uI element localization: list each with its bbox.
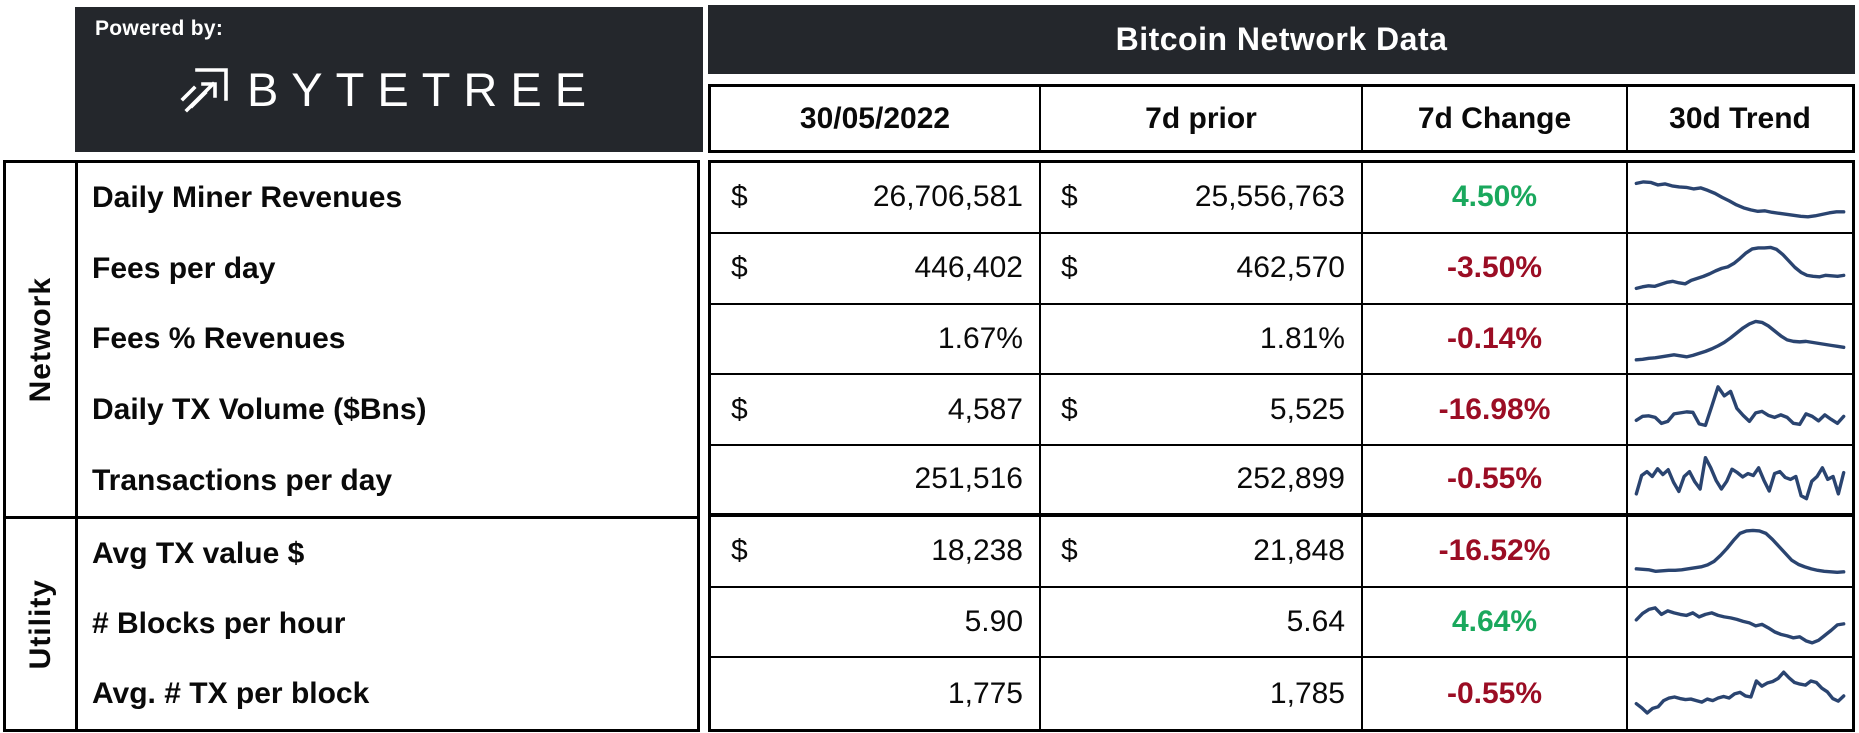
metric-label-table: Network Daily Miner Revenues Fees per day… bbox=[3, 160, 700, 732]
column-header-7d-change: 7d Change bbox=[1363, 87, 1628, 150]
prior-value-cell: $462,570 bbox=[1041, 233, 1363, 303]
group-network-label: Network bbox=[23, 276, 57, 403]
bytetree-logo: BYTETREE bbox=[75, 27, 703, 152]
current-value-cell: $446,402 bbox=[711, 233, 1041, 303]
change-value: -3.50% bbox=[1363, 233, 1628, 303]
change-value: -0.55% bbox=[1363, 658, 1628, 729]
column-header-30d-trend: 30d Trend bbox=[1669, 101, 1811, 135]
metric-label: Avg. # TX per block bbox=[92, 677, 370, 710]
prior-value-cell: $21,848 bbox=[1041, 516, 1363, 586]
current-value-cell: $18,238 bbox=[711, 516, 1041, 586]
prior-value-cell: $25,556,763 bbox=[1041, 163, 1363, 232]
metric-label: Fees % Revenues bbox=[92, 322, 346, 356]
trend-sparkline bbox=[1628, 658, 1852, 729]
column-header-7d-prior: 7d prior bbox=[1041, 87, 1363, 150]
table-title-bar: Bitcoin Network Data bbox=[708, 5, 1855, 74]
trend-sparkline bbox=[1628, 517, 1852, 586]
current-value-cell: 1.67% bbox=[711, 304, 1041, 374]
powered-by-panel: Powered by: BYTETREE bbox=[75, 7, 703, 152]
prior-value: 5.64 bbox=[1286, 604, 1345, 638]
current-value-cell: $4,587 bbox=[711, 375, 1041, 444]
bytetree-logo-text: BYTETREE bbox=[246, 63, 600, 116]
column-header-date: 30/05/2022 bbox=[711, 87, 1041, 150]
change-value: -0.14% bbox=[1363, 304, 1628, 374]
table-row: 1,775 1,785 -0.55% bbox=[711, 658, 1852, 729]
prior-value: 25,556,763 bbox=[1194, 180, 1345, 214]
metric-label: Fees per day bbox=[92, 251, 276, 285]
currency-symbol: $ bbox=[1061, 534, 1078, 568]
change-value: -16.98% bbox=[1363, 375, 1628, 444]
trend-sparkline bbox=[1628, 305, 1852, 374]
table-row: $18,238 $21,848 -16.52% bbox=[711, 516, 1852, 588]
prior-value-cell: 252,899 bbox=[1041, 446, 1363, 513]
group-network-strip: Network bbox=[6, 163, 78, 516]
currency-symbol: $ bbox=[731, 534, 748, 568]
bytetree-arrow-icon bbox=[180, 67, 228, 113]
table-row: 1.67% 1.81% -0.14% bbox=[711, 304, 1852, 376]
prior-value: 1.81% bbox=[1259, 321, 1345, 355]
table-row: $4,587 $5,525 -16.98% bbox=[711, 375, 1852, 446]
prior-value: 5,525 bbox=[1269, 392, 1345, 426]
metric-label: # Blocks per hour bbox=[92, 607, 346, 640]
powered-by-label: Powered by: bbox=[95, 17, 224, 40]
currency-symbol: $ bbox=[731, 392, 748, 426]
prior-value-cell: $5,525 bbox=[1041, 375, 1363, 444]
current-value: 4,587 bbox=[947, 392, 1023, 426]
table-row: 5.90 5.64 4.64% bbox=[711, 587, 1852, 659]
table-row: 251,516 252,899 -0.55% bbox=[711, 446, 1852, 517]
currency-symbol: $ bbox=[731, 180, 748, 214]
column-header-row: 30/05/2022 7d prior 7d Change 30d Trend bbox=[708, 84, 1855, 153]
group-utility-labels: Avg TX value $ # Blocks per hour Avg. # TX… bbox=[78, 519, 697, 729]
prior-value-cell: 1.81% bbox=[1041, 304, 1363, 374]
change-value: 4.50% bbox=[1363, 163, 1628, 232]
prior-value: 1,785 bbox=[1269, 676, 1345, 710]
prior-value-cell: 5.64 bbox=[1041, 587, 1363, 657]
trend-sparkline bbox=[1628, 234, 1852, 303]
group-utility: Utility Avg TX value $ # Blocks per hour A… bbox=[6, 519, 697, 729]
prior-value-cell: 1,785 bbox=[1041, 658, 1363, 729]
trend-sparkline bbox=[1628, 375, 1852, 444]
table-title: Bitcoin Network Data bbox=[1115, 21, 1448, 57]
group-utility-label: Utility bbox=[23, 578, 57, 670]
table-row: $446,402 $462,570 -3.50% bbox=[711, 233, 1852, 305]
metric-label: Avg TX value $ bbox=[92, 537, 305, 570]
current-value: 1.67% bbox=[937, 321, 1023, 355]
group-utility-strip: Utility bbox=[6, 519, 78, 729]
metric-label: Daily Miner Revenues bbox=[92, 181, 403, 215]
change-value: -16.52% bbox=[1363, 516, 1628, 586]
current-value: 18,238 bbox=[931, 534, 1023, 568]
currency-symbol: $ bbox=[731, 251, 748, 285]
current-value: 5.90 bbox=[964, 604, 1023, 638]
currency-symbol: $ bbox=[1061, 392, 1078, 426]
current-value-cell: 5.90 bbox=[711, 587, 1041, 657]
current-value-cell: 1,775 bbox=[711, 658, 1041, 729]
trend-sparkline bbox=[1628, 163, 1852, 232]
prior-value: 462,570 bbox=[1236, 251, 1345, 285]
prior-value: 21,848 bbox=[1253, 534, 1345, 568]
current-value: 26,706,581 bbox=[872, 180, 1023, 214]
data-table-body: $26,706,581 $25,556,763 4.50% $446,402 $462,… bbox=[708, 160, 1855, 732]
group-network: Network Daily Miner Revenues Fees per day… bbox=[6, 163, 697, 519]
current-value-cell: $26,706,581 bbox=[711, 163, 1041, 232]
current-value: 251,516 bbox=[914, 462, 1023, 496]
current-value: 446,402 bbox=[914, 251, 1023, 285]
change-value: -0.55% bbox=[1363, 446, 1628, 513]
change-value: 4.64% bbox=[1363, 587, 1628, 657]
group-network-labels: Daily Miner Revenues Fees per day Fees % R… bbox=[78, 163, 697, 516]
trend-sparkline bbox=[1628, 446, 1852, 513]
metric-label: Daily TX Volume ($Bns) bbox=[92, 393, 427, 427]
table-row: $26,706,581 $25,556,763 4.50% bbox=[711, 163, 1852, 234]
current-value: 1,775 bbox=[947, 676, 1023, 710]
trend-sparkline bbox=[1628, 588, 1852, 657]
currency-symbol: $ bbox=[1061, 251, 1078, 285]
metric-label: Transactions per day bbox=[92, 463, 393, 497]
currency-symbol: $ bbox=[1061, 180, 1078, 214]
prior-value: 252,899 bbox=[1236, 462, 1345, 496]
current-value-cell: 251,516 bbox=[711, 446, 1041, 513]
